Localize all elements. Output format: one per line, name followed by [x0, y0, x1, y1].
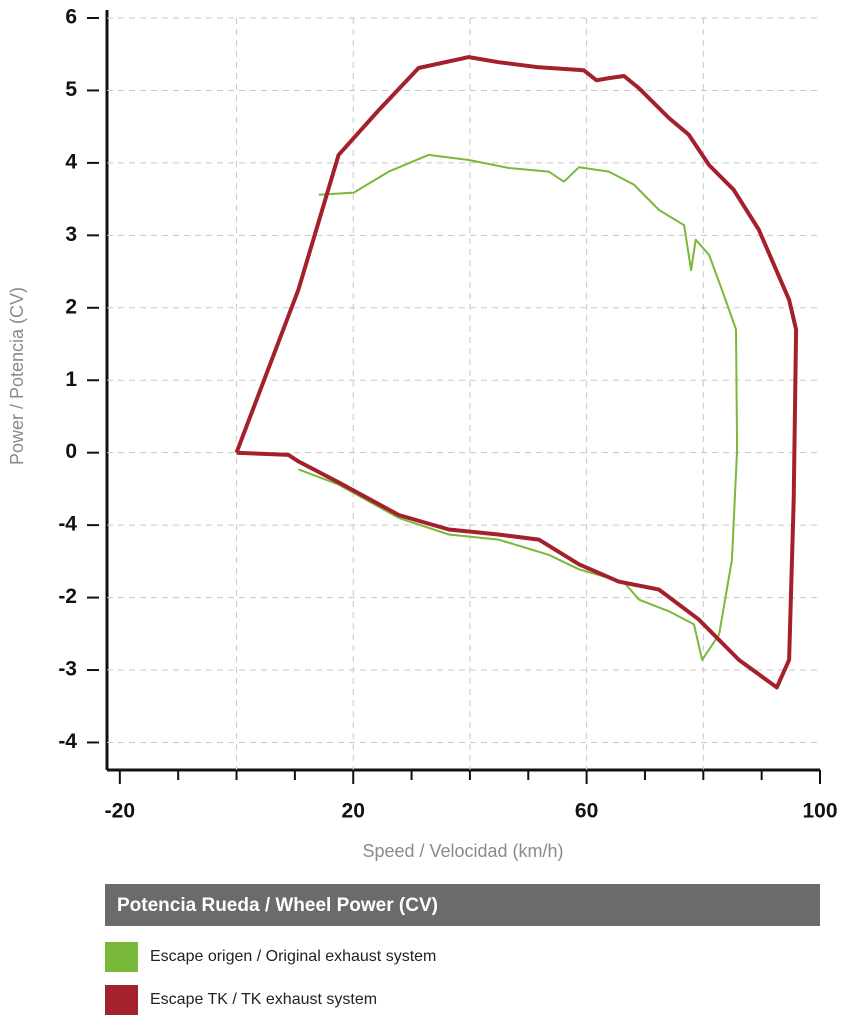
- x-tick-label: 20: [342, 800, 365, 823]
- series-line: [298, 153, 739, 661]
- legend-label: Escape origen / Original exhaust system: [150, 948, 436, 965]
- y-tick-label: -4: [58, 730, 77, 753]
- y-tick-label: 6: [65, 6, 77, 29]
- x-tick-label: 60: [575, 800, 598, 823]
- y-tick-label: 2: [65, 295, 77, 318]
- y-tick-label: -3: [58, 658, 77, 681]
- y-tick-label: -4: [58, 513, 77, 536]
- y-tick-label: 0: [65, 440, 77, 463]
- x-tick-label: 100: [802, 800, 837, 823]
- y-axis-title: Power / Potencia (CV): [7, 287, 27, 465]
- y-tick-label: 5: [65, 78, 77, 101]
- y-tick-label: 3: [65, 223, 77, 246]
- series-line: [234, 55, 799, 690]
- x-tick-label: -20: [105, 800, 135, 823]
- legend-swatch: [105, 942, 138, 972]
- x-axis-title: Speed / Velocidad (km/h): [362, 841, 563, 861]
- legend-title: Potencia Rueda / Wheel Power (CV): [117, 895, 438, 916]
- legend-label: Escape TK / TK exhaust system: [150, 991, 377, 1008]
- y-tick-label: 1: [65, 368, 77, 391]
- y-tick-label: 4: [65, 150, 77, 173]
- legend-header: [105, 884, 820, 926]
- legend-swatch: [105, 985, 138, 1015]
- y-tick-label: -2: [58, 585, 77, 608]
